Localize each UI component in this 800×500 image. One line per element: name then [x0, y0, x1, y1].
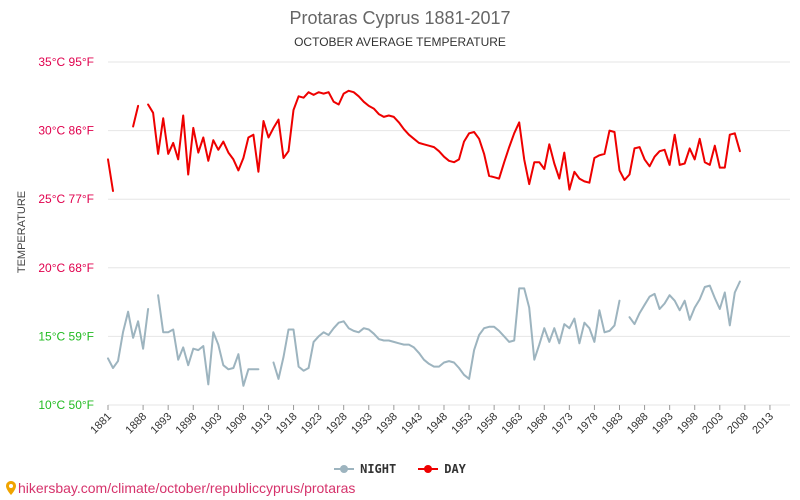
y-tick-label: 25°C 77°F [38, 192, 94, 206]
x-tick-label: 1943 [399, 411, 425, 437]
x-tick-label: 2003 [700, 411, 726, 437]
x-tick-label: 1908 [224, 411, 250, 437]
x-tick-label: 1988 [625, 411, 651, 437]
x-tick-label: 1953 [449, 411, 475, 437]
y-tick-label: 20°C 68°F [38, 261, 94, 275]
legend-night-swatch [334, 464, 355, 474]
x-tick-label: 1968 [525, 411, 551, 437]
grid-lines [108, 61, 790, 406]
x-tick-label: 2008 [725, 411, 751, 437]
series-night-segment [628, 280, 741, 327]
location-pin-icon [6, 481, 16, 495]
x-axis-ticks: 1881 1888 1893 1898 1903 1908 1913 1918 1923 1928… [88, 405, 776, 436]
series-night-segment [272, 287, 621, 380]
series-night-segment [107, 308, 150, 369]
x-tick-label: 1903 [199, 411, 225, 437]
x-tick-label: 1928 [324, 411, 350, 437]
legend-item-day[interactable]: DAY [418, 462, 466, 476]
x-tick-label: 1913 [249, 411, 275, 437]
x-tick-label: 1938 [374, 411, 400, 437]
y-tick-label: 15°C 59°F [38, 329, 94, 343]
series-day-segment [147, 89, 741, 191]
x-tick-label: 2013 [750, 411, 776, 437]
x-tick-label: 1888 [123, 411, 149, 437]
x-tick-label: 1973 [550, 411, 576, 437]
series-lines [107, 89, 741, 387]
source-text: hikersbay.com/climate/october/republiccy… [18, 480, 356, 496]
y-tick-label: 30°C 86°F [38, 124, 94, 138]
x-tick-label: 1963 [500, 411, 526, 437]
chart-subtitle: OCTOBER AVERAGE TEMPERATURE [294, 35, 506, 49]
source-link[interactable]: hikersbay.com/climate/october/republiccy… [6, 480, 355, 496]
x-tick-label: 1898 [174, 411, 200, 437]
x-tick-label: 1893 [148, 411, 174, 437]
x-tick-label: 1923 [299, 411, 325, 437]
legend-item-night[interactable]: NIGHT [334, 462, 396, 476]
x-tick-label: 1948 [424, 411, 450, 437]
x-tick-label: 1958 [474, 411, 500, 437]
x-tick-label: 1983 [600, 411, 626, 437]
x-tick-label: 1998 [675, 411, 701, 437]
x-tick-label: 1993 [650, 411, 676, 437]
series-night-segment [157, 294, 260, 387]
x-tick-label: 1881 [88, 411, 114, 437]
series-day-segment [107, 158, 114, 192]
legend-night-label: NIGHT [360, 462, 397, 476]
series-night [107, 280, 741, 387]
y-tick-label: 10°C 50°F [38, 398, 94, 412]
chart-title: Protaras Cyprus 1881-2017 [289, 8, 511, 28]
legend-day-label: DAY [444, 462, 466, 476]
y-axis-ticks: 10°C 50°F 15°C 59°F 20°C 68°F 25°C 77°F 30°C… [38, 55, 94, 412]
y-tick-label: 35°C 95°F [38, 55, 94, 69]
chart-legend: NIGHT DAY [0, 462, 800, 476]
legend-day-swatch [418, 464, 439, 474]
x-tick-label: 1978 [575, 411, 601, 437]
x-tick-label: 1933 [349, 411, 375, 437]
x-tick-label: 1918 [274, 411, 300, 437]
series-day-segment [132, 104, 140, 128]
series-day [107, 89, 741, 192]
